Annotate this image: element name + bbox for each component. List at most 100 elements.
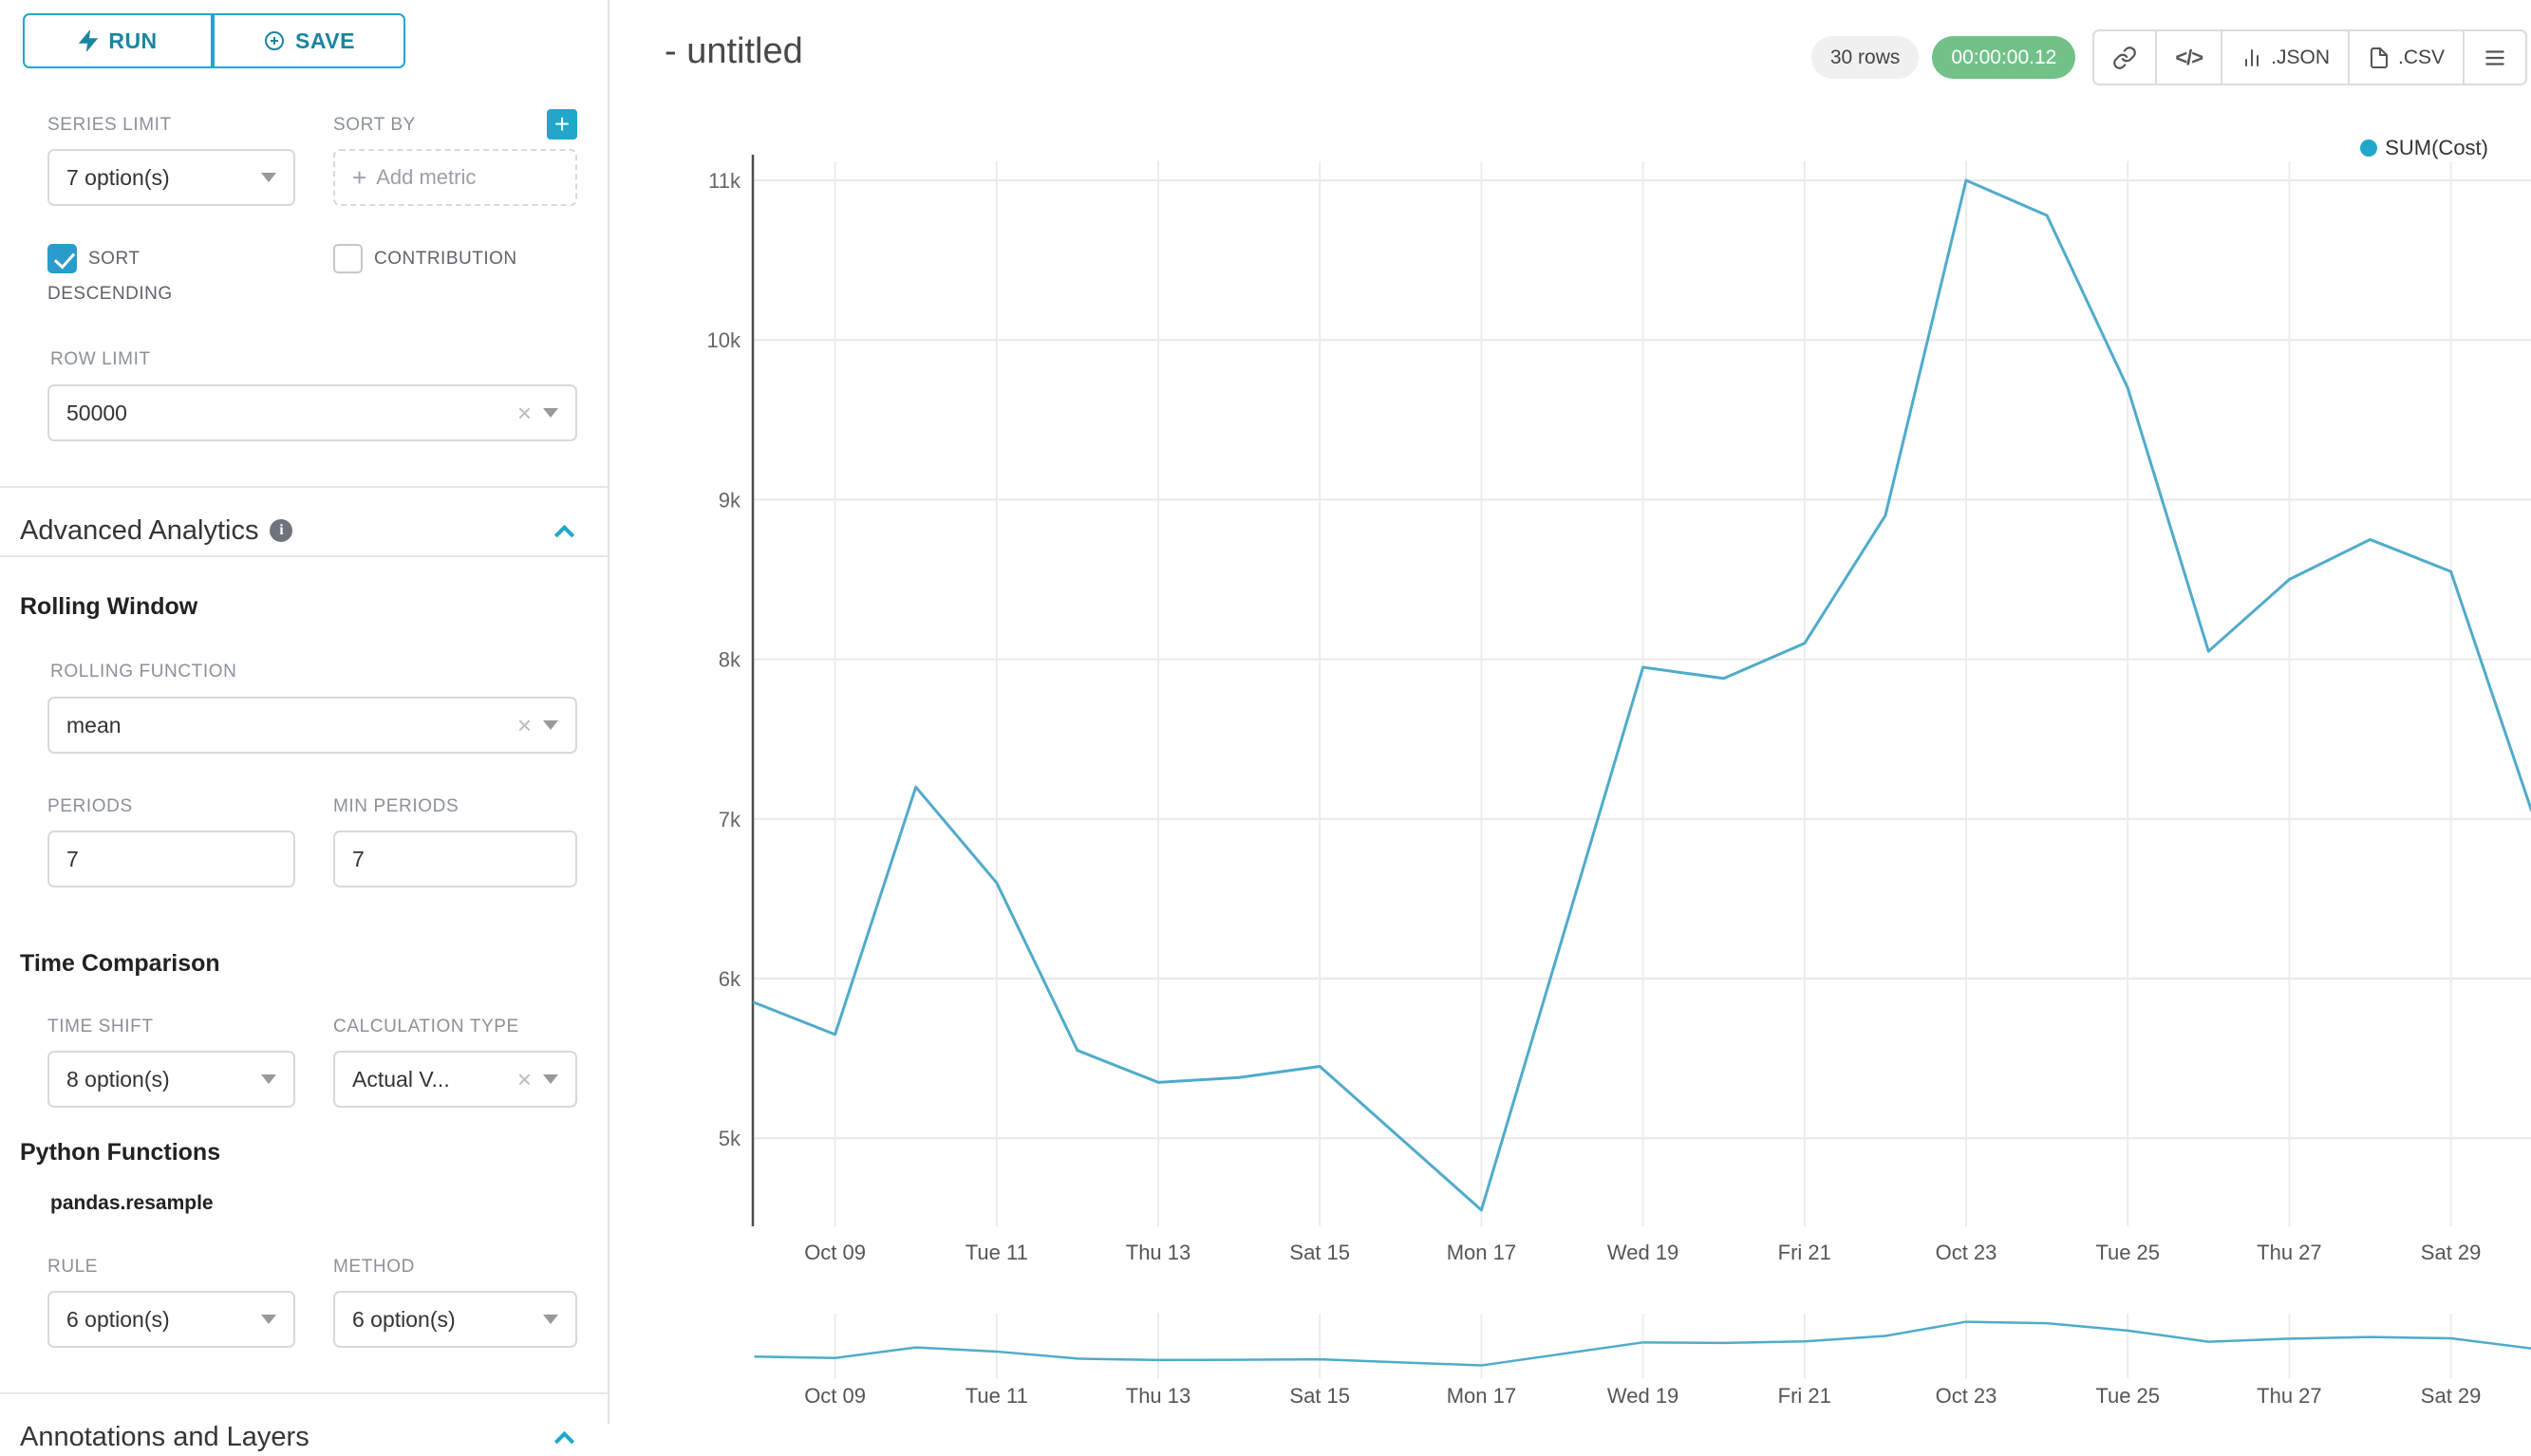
series-limit-value: 7 option(s) [66, 164, 170, 190]
row-count-badge: 30 rows [1810, 36, 1920, 79]
timeseries-chart[interactable]: 11k 10k 9k 8k 7k 6k 5k Oct 09 Oct 09 Tue 11 Tue 11… [609, 0, 2531, 1424]
menu-button[interactable] [2463, 29, 2527, 85]
svg-text:8k: 8k [719, 648, 741, 672]
svg-text:Sat 29: Sat 29 [2421, 1241, 2482, 1264]
svg-text:Thu 27: Thu 27 [2257, 1241, 2322, 1264]
svg-text:Sat 15: Sat 15 [1289, 1241, 1350, 1264]
save-button[interactable]: SAVE [213, 13, 405, 68]
query-timer-badge: 00:00:00.12 [1932, 36, 2076, 79]
python-functions-title: Python Functions [20, 1139, 221, 1166]
svg-text:Wed 19: Wed 19 [1607, 1384, 1678, 1408]
chevron-up-icon[interactable] [553, 524, 575, 545]
svg-text:Sat 29: Sat 29 [2421, 1384, 2482, 1408]
time-shift-controls: 8 option(s) Actual V... × [47, 1051, 577, 1108]
method-select[interactable]: 6 option(s) [333, 1291, 577, 1348]
chevron-up-icon[interactable] [553, 1430, 575, 1451]
svg-text:Oct 09: Oct 09 [804, 1384, 866, 1408]
contribution-option[interactable]: CONTRIBUTION [333, 241, 577, 276]
annotations-title: Annotations and Layers [20, 1421, 309, 1452]
hamburger-icon [2485, 49, 2504, 65]
calculation-type-value: Actual V... [352, 1066, 450, 1092]
divider [0, 1392, 609, 1394]
svg-text:Oct 09: Oct 09 [804, 1241, 866, 1264]
method-label: METHOD [333, 1257, 415, 1277]
svg-text:Oct 23: Oct 23 [1936, 1384, 1997, 1408]
svg-text:Thu 13: Thu 13 [1126, 1241, 1191, 1264]
sort-descending-label: SORT DESCENDING [47, 249, 173, 304]
svg-text:Tue 25: Tue 25 [2095, 1241, 2160, 1264]
periods-label: PERIODS [47, 796, 133, 816]
legend-dot [2360, 140, 2378, 157]
min-periods-label: MIN PERIODS [333, 796, 459, 816]
csv-label: .CSV [2397, 46, 2445, 68]
min-periods-input[interactable]: 7 [333, 831, 577, 887]
pandas-resample-label: pandas.resample [50, 1192, 214, 1214]
calculation-type-select[interactable]: Actual V... × [333, 1051, 577, 1108]
svg-text:Thu 27: Thu 27 [2257, 1384, 2322, 1408]
code-icon: </> [2175, 45, 2203, 69]
query-actions: RUN SAVE [23, 13, 608, 68]
caret-down-icon [543, 720, 558, 730]
sort-descending-option[interactable]: SORT DESCENDING [47, 241, 252, 311]
chart-title[interactable]: - untitled [665, 31, 803, 71]
chart-header-controls: 30 rows 00:00:00.12 </> .JSON [1810, 29, 2527, 85]
periods-value: 7 [66, 846, 79, 871]
min-periods-value: 7 [352, 846, 365, 871]
periods-input[interactable]: 7 [47, 831, 295, 887]
time-shift-select[interactable]: 8 option(s) [47, 1051, 295, 1108]
checkbox-row: SORT DESCENDING CONTRIBUTION [47, 241, 577, 311]
clear-icon[interactable]: × [516, 398, 532, 427]
add-metric-plus-button[interactable]: + [547, 109, 577, 140]
chart-panel: - untitled 30 rows 00:00:00.12 </> [609, 0, 2531, 1424]
clear-icon[interactable]: × [516, 1064, 532, 1093]
svg-text:6k: 6k [719, 967, 741, 991]
row-limit-value: 50000 [66, 400, 127, 425]
method-value: 6 option(s) [352, 1306, 456, 1332]
file-icon [2370, 47, 2388, 68]
svg-text:10k: 10k [707, 328, 741, 352]
divider [0, 555, 609, 557]
svg-text:5k: 5k [719, 1127, 741, 1150]
run-label: RUN [108, 28, 158, 53]
caret-down-icon [543, 408, 558, 418]
divider [0, 486, 609, 488]
series-limit-select[interactable]: 7 option(s) [47, 149, 295, 206]
advanced-analytics-header[interactable]: Advanced Analytics i [20, 512, 575, 550]
caret-down-icon [543, 1074, 558, 1084]
svg-text:9k: 9k [719, 488, 741, 512]
sort-descending-checkbox[interactable] [47, 244, 77, 274]
contribution-label: CONTRIBUTION [374, 249, 517, 269]
bolt-icon [79, 30, 99, 51]
bar-chart-icon [2245, 48, 2259, 66]
caret-down-icon [261, 173, 276, 182]
info-icon[interactable]: i [270, 519, 293, 542]
svg-text:Fri 21: Fri 21 [1778, 1241, 1831, 1264]
timeseries-svg: 11k 10k 9k 8k 7k 6k 5k Oct 09 Oct 09 Tue 11 Tue 11… [707, 155, 2531, 1408]
legend-item-sum-cost[interactable]: SUM(Cost) [2360, 136, 2488, 160]
sort-by-metric-input[interactable]: + Add metric [333, 149, 577, 206]
rule-method-labels: RULE METHOD [47, 1257, 577, 1278]
run-button[interactable]: RUN [23, 13, 213, 68]
view-query-button[interactable]: </> [2155, 29, 2223, 85]
legend-label: SUM(Cost) [2385, 136, 2488, 159]
rolling-window-title: Rolling Window [20, 593, 198, 620]
export-json-button[interactable]: .JSON [2221, 29, 2350, 85]
rolling-function-value: mean [66, 712, 122, 737]
contribution-checkbox[interactable] [333, 244, 363, 274]
limit-sort-controls: 7 option(s) + Add metric [47, 149, 577, 206]
rolling-function-select[interactable]: mean × [47, 697, 577, 754]
time-shift-label: TIME SHIFT [47, 1017, 154, 1036]
annotations-header[interactable]: Annotations and Layers [20, 1418, 575, 1456]
row-limit-select[interactable]: 50000 × [47, 384, 577, 441]
svg-text:Tue 25: Tue 25 [2095, 1384, 2160, 1408]
control-panel: RUN SAVE SERIES LIMIT SORT BY + 7 option… [0, 0, 609, 1452]
limit-sort-labels: SERIES LIMIT SORT BY + [47, 109, 577, 140]
clear-icon[interactable]: × [516, 710, 532, 739]
svg-text:7k: 7k [719, 808, 741, 831]
row-limit-label: ROW LIMIT [50, 349, 151, 369]
svg-text:Tue 11: Tue 11 [966, 1384, 1028, 1408]
calculation-type-label: CALCULATION TYPE [333, 1017, 519, 1036]
rule-select[interactable]: 6 option(s) [47, 1291, 295, 1348]
rule-method-controls: 6 option(s) 6 option(s) [47, 1291, 577, 1348]
periods-labels: PERIODS MIN PERIODS [47, 796, 577, 817]
